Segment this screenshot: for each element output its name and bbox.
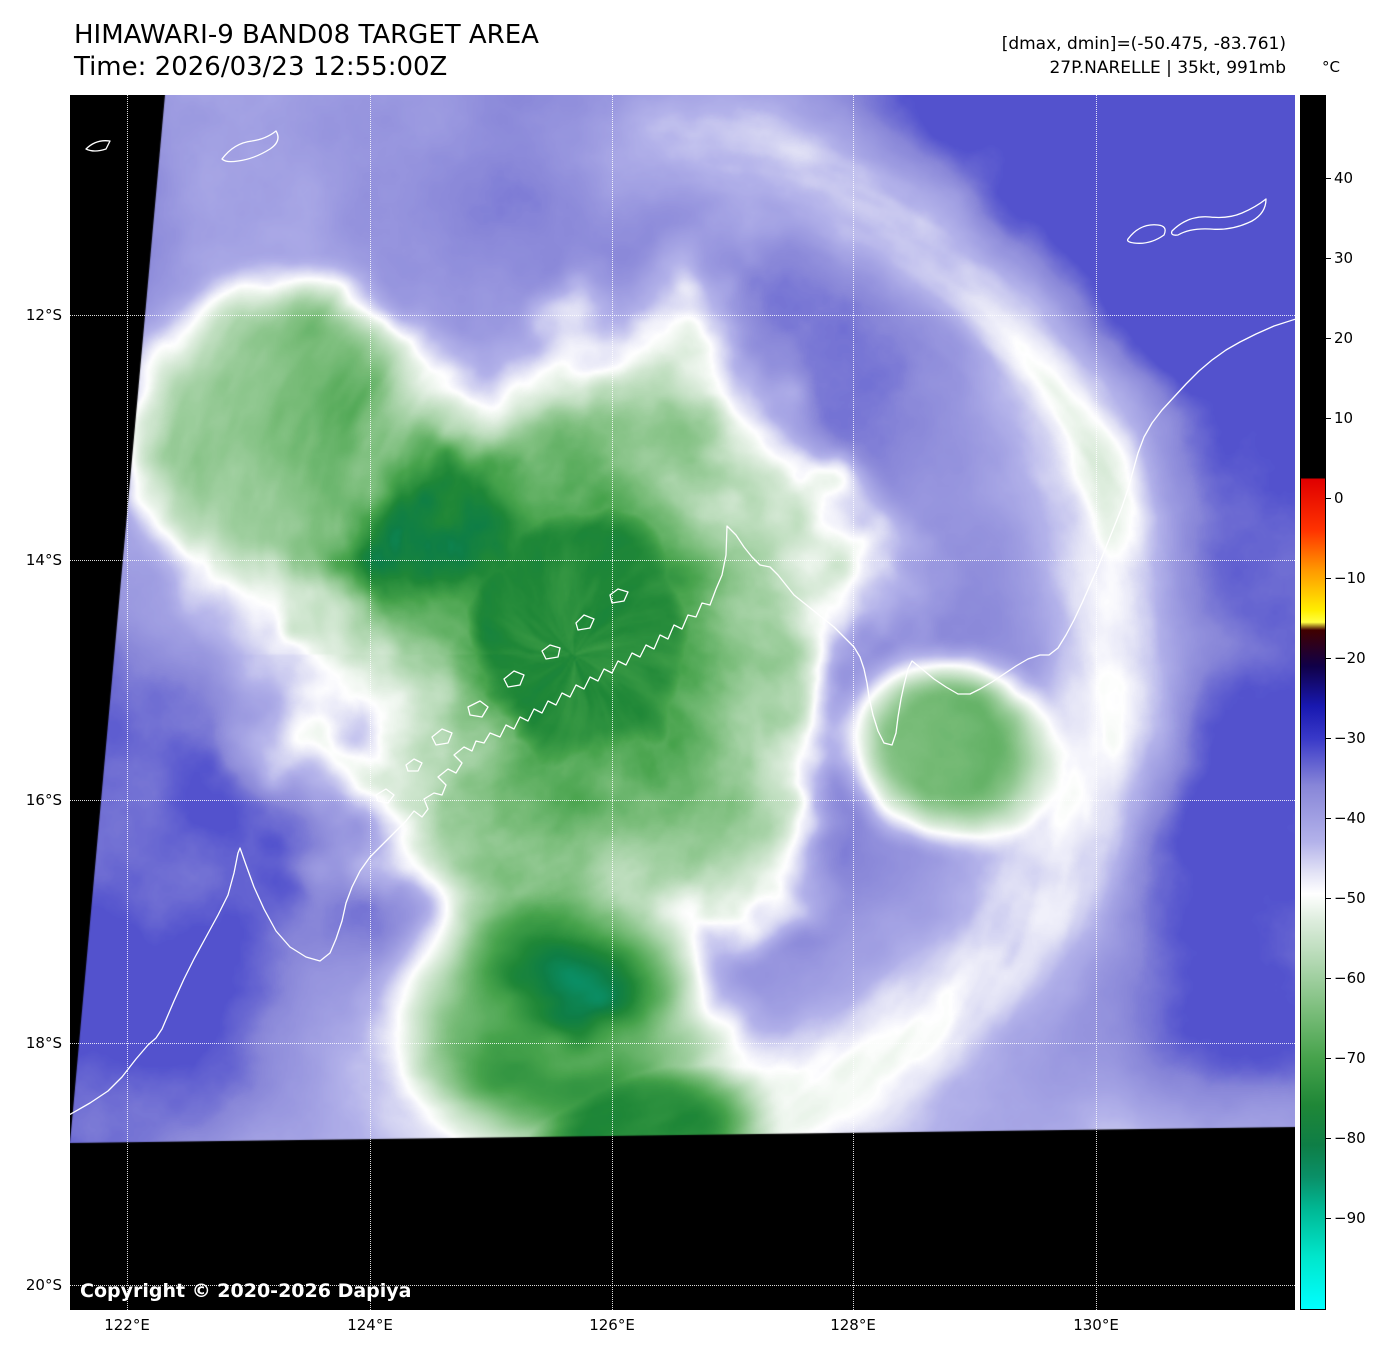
colorbar-tick-mark: [1326, 1058, 1331, 1060]
colorbar-tick-mark: [1326, 898, 1331, 900]
gridline-longitude: [127, 95, 128, 1310]
colorbar-tick-label: 40: [1334, 169, 1354, 188]
colorbar-tick-mark: [1326, 1138, 1331, 1140]
coastline-overlay: [70, 130, 1295, 1116]
coastline-tiwi-islands: [1126, 198, 1267, 244]
lat-tick-label: 14°S: [25, 551, 62, 569]
lon-tick-label: 128°E: [830, 1316, 876, 1334]
colorbar-tick-mark: [1326, 658, 1331, 660]
colorbar-tick-label: −40: [1334, 809, 1366, 828]
gridline-longitude: [1096, 95, 1097, 1310]
colorbar-tick-label: 0: [1334, 489, 1344, 508]
lon-tick-label: 126°E: [589, 1316, 635, 1334]
colorbar-tick-label: −70: [1334, 1049, 1366, 1068]
storm-info-label: 27P.NARELLE | 35kt, 991mb: [1049, 58, 1286, 78]
coastline-islands: [375, 588, 629, 804]
colorbar-tick-label: 30: [1334, 249, 1354, 268]
colorbar-tick-label: −90: [1334, 1209, 1366, 1227]
gridline-latitude: [70, 1043, 1295, 1044]
colorbar-tick-label: −30: [1334, 729, 1366, 748]
gridline-longitude: [853, 95, 854, 1310]
colorbar-tick-label: −20: [1334, 649, 1366, 668]
colorbar-tick-label: −50: [1334, 889, 1366, 908]
gridline-longitude: [612, 95, 613, 1310]
gridline-longitude: [370, 95, 371, 1310]
colorbar-tick-mark: [1326, 978, 1331, 980]
gridline-latitude: [70, 315, 1295, 316]
lat-tick-label: 16°S: [25, 791, 62, 809]
coastline-timor-roti: [85, 130, 279, 163]
lat-tick-label: 12°S: [25, 306, 62, 324]
lon-tick-label: 124°E: [347, 1316, 393, 1334]
time-label: Time: 2026/03/23 12:55:00Z: [74, 52, 448, 82]
colorbar-tick-label: 20: [1334, 329, 1354, 348]
lon-tick-label: 130°E: [1073, 1316, 1119, 1334]
lon-tick-label: 122°E: [104, 1316, 150, 1334]
colorbar-tick-mark: [1326, 178, 1331, 180]
colorbar-tick-label: −60: [1334, 969, 1366, 988]
colorbar-tick-mark: [1326, 418, 1331, 420]
page-title: HIMAWARI-9 BAND08 TARGET AREA: [74, 20, 539, 50]
colorbar-tick-mark: [1326, 498, 1331, 500]
colorbar-tick-mark: [1326, 1218, 1331, 1219]
copyright-label: Copyright © 2020-2026 Dapiya: [80, 1280, 412, 1302]
colorbar-tick-label: −80: [1334, 1129, 1366, 1148]
gridline-latitude: [70, 800, 1295, 801]
gridline-latitude: [70, 1285, 1295, 1286]
colorbar-tick-mark: [1326, 338, 1331, 340]
dmax-dmin-label: [dmax, dmin]=(-50.475, -83.761): [1001, 34, 1286, 54]
lat-tick-label: 18°S: [25, 1034, 62, 1052]
colorbar-unit-label: °C: [1322, 58, 1340, 76]
satellite-image-canvas: [70, 95, 1295, 1310]
colorbar-tick-mark: [1326, 258, 1331, 260]
colorbar-tick-mark: [1326, 738, 1331, 740]
colorbar-tick-label: −10: [1334, 569, 1366, 588]
lat-tick-label: 20°S: [25, 1276, 62, 1294]
colorbar-tick-mark: [1326, 818, 1331, 820]
header-meta: [dmax, dmin]=(-50.475, -83.761) 27P.NARE…: [1002, 32, 1286, 80]
coastline-australia-nw: [70, 318, 1295, 1116]
colorbar-tick-label: 10: [1334, 409, 1354, 428]
colorbar: [1300, 95, 1326, 1310]
satellite-map: Copyright © 2020-2026 Dapiya: [70, 95, 1295, 1310]
gridline-latitude: [70, 560, 1295, 561]
colorbar-tick-mark: [1326, 578, 1331, 580]
